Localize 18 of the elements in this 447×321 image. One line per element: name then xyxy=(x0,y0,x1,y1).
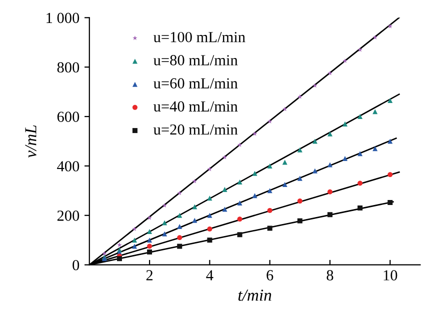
x-tick-label: 8 xyxy=(326,270,334,280)
x-tick-label: 4 xyxy=(206,270,214,280)
legend-label: u=40 mL/min xyxy=(154,101,238,112)
y-tick-label: 800 xyxy=(57,62,80,73)
y-axis-title: v/mL xyxy=(25,125,36,158)
legend-label: u=80 mL/min xyxy=(154,55,238,66)
legend-label: u=60 mL/min xyxy=(154,78,238,88)
y-tick-label: 1 000 xyxy=(46,12,80,24)
legend-label: u=100 mL/min xyxy=(154,32,246,42)
y-tick-label: 400 xyxy=(57,161,80,172)
x-tick-label: 2 xyxy=(146,270,153,280)
x-tick-label: 10 xyxy=(384,270,398,280)
x-tick-label: 6 xyxy=(266,270,274,280)
x-axis-title: t/min xyxy=(238,290,272,301)
y-tick-label: 0 xyxy=(72,260,80,270)
y-tick-label: 200 xyxy=(57,210,80,221)
y-tick-label: 600 xyxy=(57,112,80,122)
legend-label: u=20 mL/min xyxy=(154,124,238,135)
